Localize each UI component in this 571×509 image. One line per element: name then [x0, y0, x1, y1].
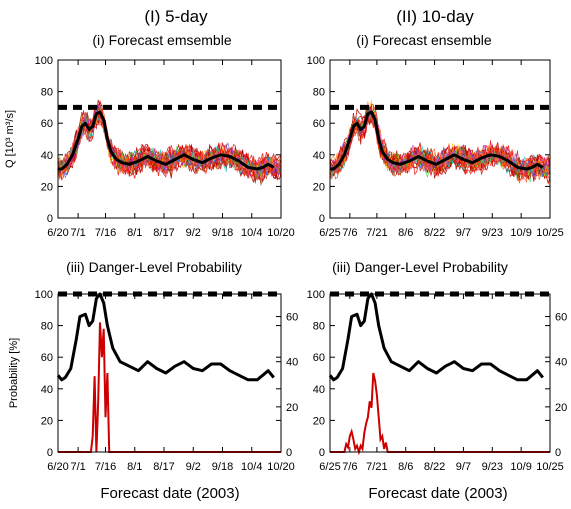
panel-title-probability-5day: (iii) Danger-Level Probability [66, 259, 242, 275]
y-axis-label-discharge: Q [10³ m³/s] [4, 110, 16, 168]
probability-line [330, 372, 550, 456]
x-tick-label: 10/9 [510, 227, 531, 239]
panel-title-probability-10day: (iii) Danger-Level Probability [332, 259, 508, 275]
x-tick-label: 8/6 [398, 461, 413, 473]
plot-frame [329, 59, 551, 219]
x-tick-label: 10/4 [241, 227, 262, 239]
x-tick-label: 10/20 [267, 461, 295, 473]
ensemble-member-line [329, 107, 551, 180]
x-tick-label: 7/1 [70, 461, 85, 473]
y-tick-label: 0 [47, 213, 53, 225]
x-tick-label: 9/23 [482, 461, 503, 473]
y-tick-label: 100 [307, 55, 325, 67]
x-tick-label: 9/7 [456, 227, 471, 239]
y-tick-label: 40 [313, 150, 325, 162]
y-tick-label: 20 [41, 415, 53, 427]
x-tick-label: 8/6 [398, 227, 413, 239]
y-tick-label: 60 [41, 352, 53, 364]
x-tick-label: 7/6 [342, 227, 357, 239]
x-tick-label: 8/22 [424, 227, 445, 239]
y-tick-label: 80 [41, 321, 53, 333]
discharge-line [56, 292, 275, 382]
x-tick-label: 9/23 [482, 227, 503, 239]
column-heading-10day: (II) 10-day [396, 7, 474, 26]
observed-discharge-line [58, 110, 275, 171]
observed-discharge-line [330, 110, 544, 171]
y2-tick-label: 60 [286, 312, 298, 324]
panel-ensemble-10day: 0 20 40 60 80 100 6/25 7/6 7/21 8/6 8/22 9/7 9/23 10/… [307, 55, 564, 239]
y2-tick-label: 60 [555, 312, 567, 324]
x-tick-label: 9/2 [186, 227, 201, 239]
y-tick-label: 20 [313, 181, 325, 193]
column-heading-5day: (I) 5-day [144, 7, 208, 26]
y2-tick-label: 20 [286, 402, 298, 414]
x-tick-label: 9/7 [456, 461, 471, 473]
y2-tick-label: 40 [555, 357, 567, 369]
x-tick-label: 9/18 [212, 461, 233, 473]
y2-tick-label: 0 [555, 447, 561, 459]
y2-tick-label: 40 [286, 357, 298, 369]
y-tick-label: 20 [41, 181, 53, 193]
panel-title-ensemble-5day: (i) Forecast emsemble [92, 32, 231, 48]
x-axis-label-10day: Forecast date (2003) [368, 485, 507, 502]
x-tick-label: 10/4 [241, 461, 262, 473]
y-tick-label: 60 [313, 118, 325, 130]
x-tick-label: 9/18 [212, 227, 233, 239]
y-tick-label: 0 [47, 447, 53, 459]
y-tick-label: 80 [41, 87, 53, 99]
x-tick-label: 7/6 [342, 461, 357, 473]
x-tick-label: 10/9 [510, 461, 531, 473]
x-tick-label: 7/16 [95, 227, 116, 239]
x-tick-label: 7/16 [95, 461, 116, 473]
y-tick-label: 100 [307, 289, 325, 301]
y-tick-label: 40 [313, 384, 325, 396]
y-tick-label: 60 [313, 352, 325, 364]
y2-tick-label: 0 [286, 447, 292, 459]
x-tick-label: 6/25 [319, 461, 340, 473]
y-tick-label: 60 [41, 118, 53, 130]
y-tick-label: 80 [313, 321, 325, 333]
panel-title-ensemble-10day: (i) Forecast ensemble [356, 32, 492, 48]
panel-ensemble-5day: 0 20 40 60 80 100 6/20 7/1 7/16 8/1 8/17 9/2 9/18 10/… [35, 55, 295, 239]
x-tick-label: 9/2 [186, 461, 201, 473]
x-tick-label: 7/1 [70, 227, 85, 239]
x-tick-label: 6/20 [47, 461, 68, 473]
x-tick-label: 7/21 [366, 227, 387, 239]
plot-frame [329, 293, 551, 453]
x-tick-label: 8/17 [153, 461, 174, 473]
panel-probability-10day: 0 20 40 60 80 100 0 20 40 60 6/25 7/6 7/21 8/6 8/22 9/7… [307, 289, 568, 473]
x-tick-label: 10/20 [267, 227, 295, 239]
x-tick-label: 10/25 [536, 227, 564, 239]
plot-frame [57, 59, 282, 219]
ensemble-members [57, 99, 282, 186]
y-tick-label: 40 [41, 150, 53, 162]
y-tick-label: 100 [35, 289, 53, 301]
x-tick-label: 10/25 [536, 461, 564, 473]
y-tick-label: 40 [41, 384, 53, 396]
probability-line [58, 322, 281, 453]
y-tick-label: 0 [319, 447, 325, 459]
y-axis-label-probability: Probability [%] [8, 338, 20, 408]
x-tick-label: 8/1 [127, 227, 142, 239]
x-tick-label: 6/25 [319, 227, 340, 239]
y-tick-label: 20 [313, 415, 325, 427]
panel-probability-5day: 0 20 40 60 80 100 0 20 40 60 6/20 7/1 7/16 8/1 8/17 9/2… [35, 289, 299, 473]
plot-frame [57, 293, 282, 453]
x-tick-label: 8/22 [424, 461, 445, 473]
y2-tick-label: 20 [555, 402, 567, 414]
y-tick-label: 0 [319, 213, 325, 225]
y-tick-label: 100 [35, 55, 53, 67]
y-tick-label: 80 [313, 87, 325, 99]
x-tick-label: 7/21 [366, 461, 387, 473]
x-tick-label: 6/20 [47, 227, 68, 239]
discharge-line [328, 292, 544, 382]
x-tick-label: 8/1 [127, 461, 142, 473]
ensemble-members [329, 99, 551, 185]
x-axis-label-5day: Forecast date (2003) [100, 485, 239, 502]
x-tick-label: 8/17 [153, 227, 174, 239]
